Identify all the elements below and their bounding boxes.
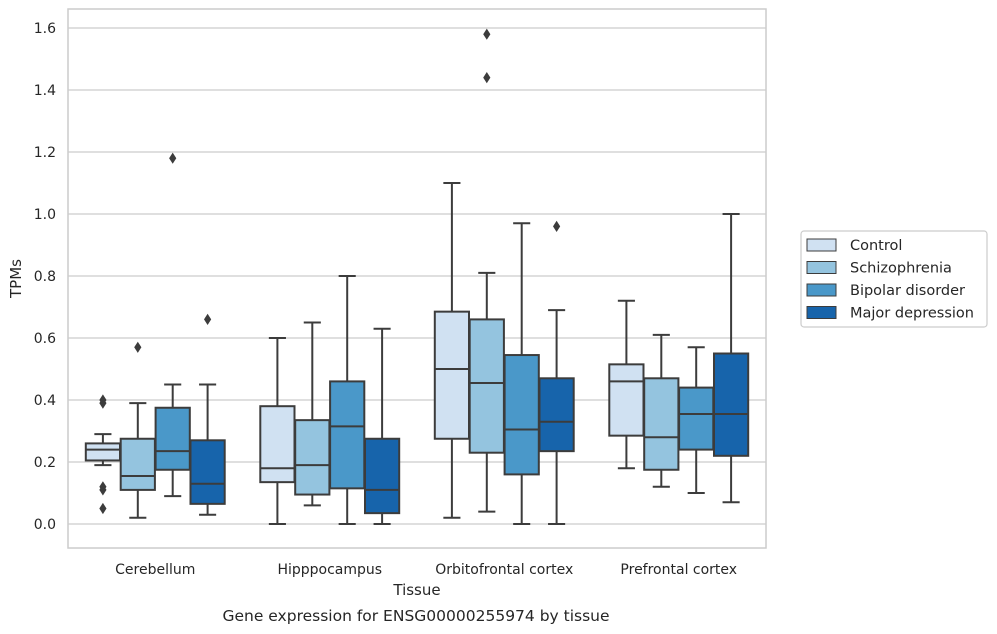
box-body bbox=[678, 386, 715, 451]
legend: Control Schizophrenia Bipolar disorder Majo… bbox=[800, 230, 988, 328]
y-tick-label: 0.0 bbox=[34, 517, 56, 533]
outlier-point bbox=[483, 72, 491, 84]
x-tick-labels: Cerebellum Hipppocampus Orbitofrontal cort… bbox=[115, 562, 737, 578]
legend-item: Schizophrenia bbox=[806, 261, 952, 277]
y-axis-label: TPMs bbox=[7, 259, 25, 299]
legend-label: Bipolar disorder bbox=[850, 283, 965, 299]
outlier-point bbox=[134, 341, 142, 353]
outlier-point bbox=[169, 152, 177, 164]
box-body bbox=[189, 439, 226, 505]
box-body bbox=[433, 310, 471, 440]
y-tick-label: 0.8 bbox=[34, 269, 56, 285]
box bbox=[294, 321, 331, 507]
x-tick-label: Prefrontal cortex bbox=[620, 562, 737, 578]
outlier-point bbox=[553, 220, 561, 232]
box-body bbox=[363, 437, 401, 515]
legend-item: Major depression bbox=[806, 306, 974, 322]
box bbox=[84, 394, 122, 515]
y-tick-label: 0.6 bbox=[34, 331, 56, 347]
y-tick-label: 1.0 bbox=[34, 207, 56, 223]
y-tick-label: 1.2 bbox=[34, 145, 56, 161]
legend-label: Control bbox=[850, 238, 902, 254]
legend-item: Bipolar disorder bbox=[806, 283, 965, 299]
legend-swatch bbox=[806, 283, 837, 297]
box bbox=[259, 337, 296, 525]
legend-item: Control bbox=[806, 238, 902, 254]
legend-swatch bbox=[806, 238, 837, 252]
box-body bbox=[468, 318, 505, 454]
box-body bbox=[643, 377, 680, 471]
box bbox=[119, 341, 156, 519]
box-body bbox=[119, 437, 156, 491]
box-series bbox=[84, 28, 750, 525]
box bbox=[154, 152, 191, 498]
y-tick-label: 0.2 bbox=[34, 455, 56, 471]
box bbox=[643, 333, 680, 488]
outlier-point bbox=[483, 28, 491, 40]
box bbox=[678, 346, 715, 494]
y-tick-label: 1.6 bbox=[34, 21, 56, 37]
x-axis-label: Tissue bbox=[392, 581, 440, 599]
y-tick-label: 0.4 bbox=[34, 393, 56, 409]
box-body bbox=[538, 377, 575, 453]
box bbox=[189, 313, 226, 516]
outlier-point bbox=[99, 502, 107, 515]
box bbox=[538, 220, 575, 525]
box-body bbox=[294, 419, 331, 496]
box bbox=[468, 28, 505, 513]
legend-swatch bbox=[806, 306, 837, 319]
box-body bbox=[608, 363, 645, 437]
legend-frame bbox=[800, 230, 988, 328]
plot-frame bbox=[67, 8, 767, 549]
box-body bbox=[503, 354, 540, 476]
outlier-point bbox=[204, 313, 212, 325]
legend-label: Major depression bbox=[850, 306, 974, 322]
outlier-point bbox=[99, 397, 107, 409]
box bbox=[433, 182, 471, 519]
box-body bbox=[84, 442, 122, 462]
box bbox=[329, 275, 366, 525]
box-body bbox=[712, 352, 750, 457]
box bbox=[363, 327, 401, 525]
legend-label: Schizophrenia bbox=[850, 261, 952, 277]
x-tick-label: Cerebellum bbox=[115, 562, 195, 578]
box bbox=[503, 222, 540, 525]
box-body bbox=[154, 406, 191, 471]
y-tick-labels: 0.0 0.2 0.4 0.6 0.8 1.0 1.2 1.4 1.6 bbox=[34, 21, 56, 533]
y-tick-label: 1.4 bbox=[34, 83, 56, 99]
x-tick-label: Orbitofrontal cortex bbox=[435, 562, 573, 578]
outlier-point bbox=[99, 484, 107, 496]
box-body bbox=[259, 405, 296, 484]
legend-swatch bbox=[806, 261, 837, 274]
chart-caption: Gene expression for ENSG00000255974 by t… bbox=[222, 607, 609, 625]
box bbox=[608, 299, 645, 470]
box bbox=[712, 213, 750, 504]
box-body bbox=[329, 380, 366, 490]
x-tick-label: Hipppocampus bbox=[277, 562, 382, 578]
